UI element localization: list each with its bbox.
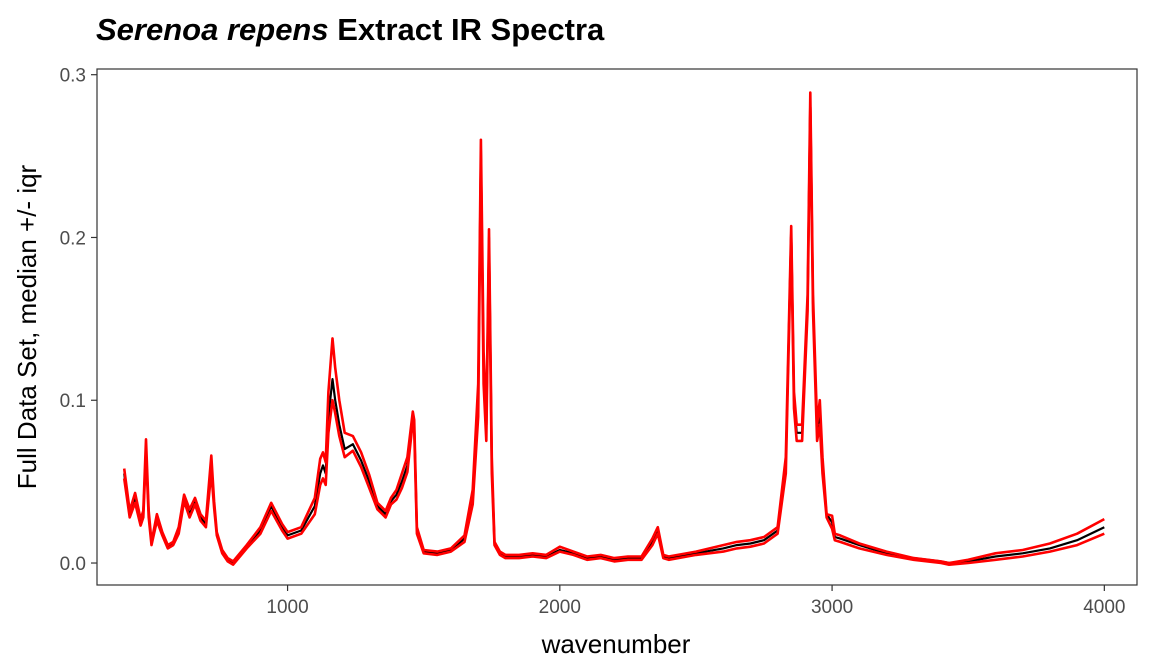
- chart-title-rest: Extract IR Spectra: [329, 12, 605, 47]
- axis-layer: 1000 2000 3000 4000 0.0 0.1 0.2 0.3: [60, 66, 1126, 618]
- y-tick-label: 0.0: [60, 554, 86, 575]
- chart-title: Serenoa repens Extract IR Spectra: [96, 12, 605, 47]
- panel-border: [96, 68, 1138, 586]
- series-line-upper: [122, 91, 1105, 565]
- x-tick-label: 2000: [539, 597, 581, 618]
- chart-title-italic: Serenoa repens: [96, 12, 329, 47]
- x-tick-label: 4000: [1083, 597, 1125, 618]
- y-tick-label: 0.3: [60, 66, 86, 87]
- x-axis-title: wavenumber: [541, 629, 691, 659]
- x-tick-label: 3000: [811, 597, 853, 618]
- y-axis-title: Full Data Set, median +/- iqr: [12, 164, 42, 489]
- series-layer: [122, 91, 1105, 566]
- x-tick-label: 1000: [266, 597, 308, 618]
- y-tick-label: 0.1: [60, 391, 86, 412]
- plot-area: [96, 68, 1138, 586]
- y-tick-label: 0.2: [60, 228, 86, 249]
